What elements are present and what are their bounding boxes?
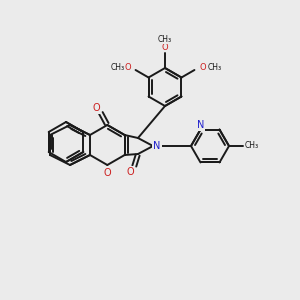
Text: O: O	[126, 167, 134, 177]
Text: CH₃: CH₃	[158, 34, 172, 43]
Text: O: O	[199, 64, 206, 73]
Text: CH₃: CH₃	[207, 64, 221, 73]
Text: N: N	[153, 141, 161, 151]
Text: CH₃: CH₃	[245, 142, 259, 151]
Text: O: O	[92, 103, 100, 113]
Text: N: N	[197, 119, 204, 130]
Text: O: O	[103, 168, 111, 178]
Text: CH₃: CH₃	[110, 64, 124, 73]
Text: O: O	[162, 43, 168, 52]
Text: O: O	[124, 64, 131, 73]
